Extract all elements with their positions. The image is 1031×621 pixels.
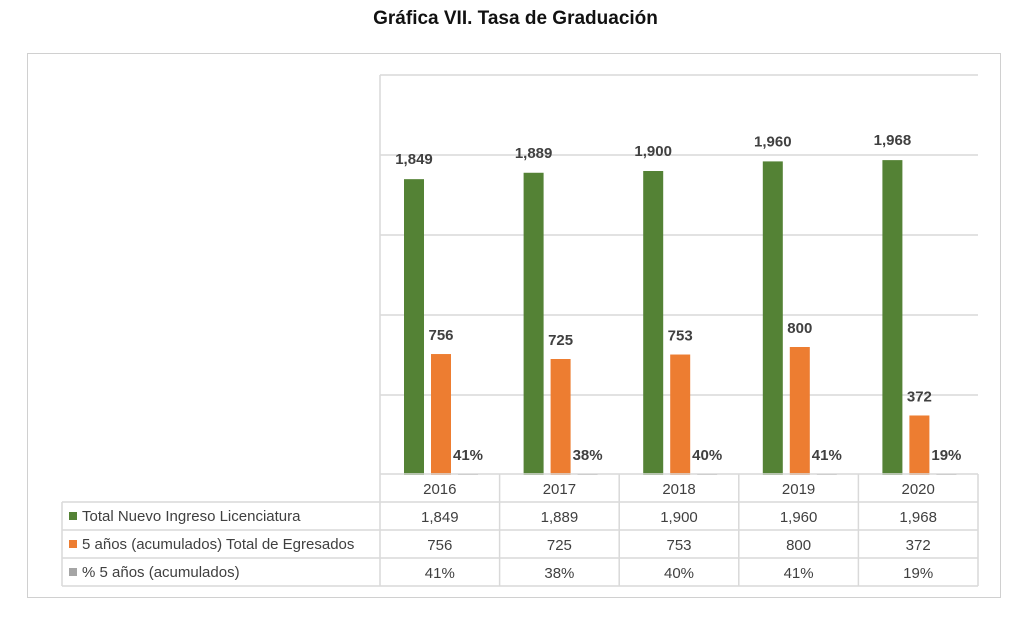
bar-nuevo-ingreso <box>523 172 544 475</box>
table-cell: 725 <box>547 537 572 554</box>
data-label-nuevo-ingreso: 1,968 <box>874 132 912 149</box>
table-cell: 40% <box>664 565 694 582</box>
data-label-nuevo-ingreso: 1,849 <box>395 151 433 168</box>
table-cell: 38% <box>544 565 574 582</box>
bar-egresados <box>431 354 451 475</box>
bar-egresados <box>909 415 930 475</box>
data-label-egresados: 756 <box>428 327 453 344</box>
legend-key <box>69 540 77 548</box>
chart-title: Gráfica VII. Tasa de Graduación <box>373 8 658 29</box>
bar-egresados <box>789 347 810 475</box>
legend-key <box>69 568 77 576</box>
data-label-porcentaje: 38% <box>573 447 603 464</box>
bar-egresados <box>670 354 691 475</box>
bar-nuevo-ingreso <box>882 160 903 475</box>
data-label-porcentaje: 40% <box>692 447 722 464</box>
table-cell: 372 <box>906 537 931 554</box>
data-label-porcentaje: 41% <box>453 447 483 464</box>
legend-label: Total Nuevo Ingreso Licenciatura <box>82 508 301 525</box>
data-label-egresados: 753 <box>668 328 693 345</box>
table-header-year: 2020 <box>902 481 935 498</box>
table-cell: 800 <box>786 537 811 554</box>
table-cell: 1,849 <box>421 509 459 526</box>
bar-nuevo-ingreso <box>762 161 783 475</box>
legend-label: 5 años (acumulados) Total de Egresados <box>82 536 354 553</box>
data-label-egresados: 800 <box>787 320 812 337</box>
data-label-egresados: 725 <box>548 332 573 349</box>
data-label-nuevo-ingreso: 1,900 <box>634 143 672 160</box>
table-header-year: 2018 <box>662 481 695 498</box>
data-label-nuevo-ingreso: 1,889 <box>515 145 553 162</box>
legend-key <box>69 512 77 520</box>
table-cell: 1,889 <box>541 509 579 526</box>
table-cell: 1,960 <box>780 509 818 526</box>
table-cell: 41% <box>425 565 455 582</box>
data-label-egresados: 372 <box>907 388 932 405</box>
table-cell: 1,968 <box>899 509 937 526</box>
table-cell: 41% <box>784 565 814 582</box>
bar-nuevo-ingreso <box>643 171 664 475</box>
legend-label: % 5 años (acumulados) <box>82 564 240 581</box>
table-header-year: 2016 <box>423 481 456 498</box>
table-cell: 753 <box>666 537 691 554</box>
data-label-porcentaje: 41% <box>812 447 842 464</box>
table-cell: 19% <box>903 565 933 582</box>
table-header-year: 2019 <box>782 481 815 498</box>
data-label-nuevo-ingreso: 1,960 <box>754 133 792 150</box>
table-header-year: 2017 <box>543 481 576 498</box>
bar-egresados <box>550 359 571 475</box>
bar-nuevo-ingreso <box>404 179 424 475</box>
table-cell: 1,900 <box>660 509 698 526</box>
data-label-porcentaje: 19% <box>931 447 961 464</box>
table-cell: 756 <box>427 537 452 554</box>
chart-frame <box>27 53 1001 598</box>
